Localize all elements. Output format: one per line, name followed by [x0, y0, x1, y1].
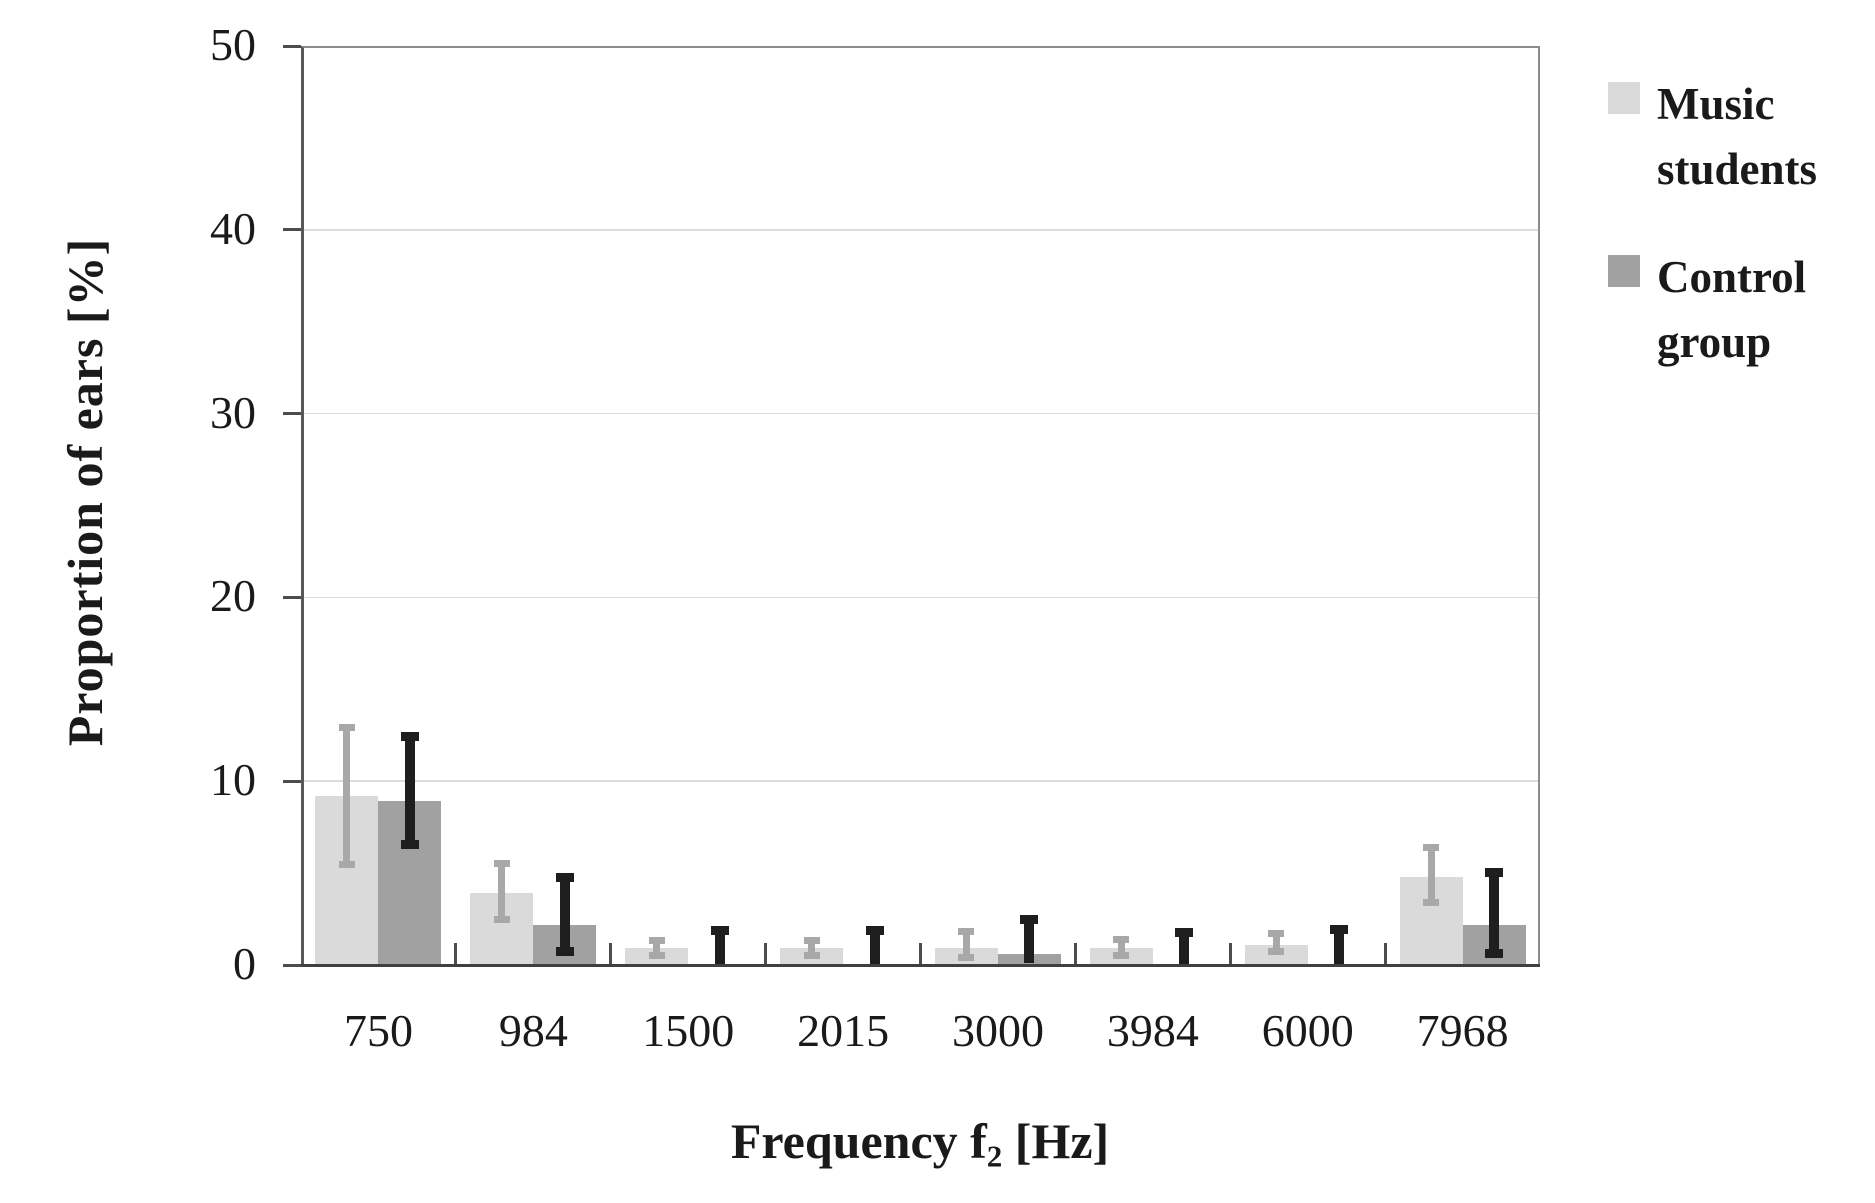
y-tick-label-10: 10	[210, 754, 256, 806]
error-bar-cap-top-2015	[865, 926, 884, 936]
error-bar-shaft-6000	[1272, 930, 1280, 955]
error-bar-shaft-3984	[1117, 935, 1125, 960]
y-tick-0	[283, 963, 301, 967]
error-bar-cap-bottom-3984	[1113, 952, 1130, 960]
y-tick-label-40: 40	[210, 202, 256, 254]
error-bar-cap-top-1500	[710, 926, 729, 936]
error-bar-cap-bottom-3000	[958, 954, 975, 962]
y-tick-40	[283, 228, 301, 232]
y-tick-label-50: 50	[210, 19, 256, 71]
error-bar-cap-top-984	[555, 873, 574, 883]
legend-label-music-students: Music students	[1657, 79, 1818, 195]
error-bar-cap-top-1500	[648, 937, 665, 945]
x-tick-label-3000: 3000	[951, 1005, 1044, 1056]
error-bar-cap-top-3000	[958, 928, 975, 936]
error-bar-shaft-984	[559, 873, 570, 956]
category-boundary-tick	[1228, 943, 1232, 965]
legend-entry-music-students: Music students	[1608, 72, 1868, 203]
error-bar-cap-top-6000	[1268, 930, 1285, 938]
x-tick-label-6000: 6000	[1261, 1005, 1354, 1056]
legend-entry-control-group: Control group	[1608, 245, 1868, 376]
error-bar-shaft-1500	[714, 926, 725, 965]
legend-swatch-music-students	[1608, 82, 1640, 114]
error-bar-shaft-7968	[1489, 867, 1500, 958]
error-bar-shaft-7968	[1427, 843, 1435, 907]
error-bar-cap-bottom-7968	[1485, 948, 1504, 958]
plot-frame	[301, 46, 1540, 965]
error-bar-cap-top-7968	[1485, 867, 1504, 877]
gridline-20	[301, 596, 1540, 599]
error-bar-shaft-750	[343, 724, 351, 868]
error-bar-cap-top-3000	[1020, 915, 1039, 925]
category-boundary-tick	[454, 943, 458, 965]
x-axis-line	[301, 963, 1540, 967]
x-axis-title-subscript: 2	[986, 1138, 1003, 1174]
x-tick-label-750: 750	[343, 1005, 413, 1056]
x-tick-label-7968: 7968	[1416, 1005, 1509, 1056]
error-bar-cap-bottom-2015	[803, 952, 820, 960]
category-boundary-tick	[764, 943, 768, 965]
y-tick-20	[283, 595, 301, 599]
x-axis-title: Frequency f2 [Hz]	[730, 1112, 1110, 1172]
error-bar-cap-top-7968	[1423, 843, 1440, 851]
y-tick-30	[283, 412, 301, 416]
category-boundary-tick	[1073, 943, 1077, 965]
error-bar-cap-top-750	[338, 724, 355, 732]
error-bar-cap-top-984	[493, 860, 510, 868]
error-bar-cap-bottom-750	[338, 860, 355, 868]
error-bar-cap-top-3984	[1175, 928, 1194, 938]
error-bar-cap-bottom-984	[555, 946, 574, 956]
error-bar-cap-top-2015	[803, 937, 820, 945]
error-bar-shaft-2015	[869, 926, 880, 965]
y-tick-label-20: 20	[210, 570, 256, 622]
error-bar-cap-bottom-984	[493, 915, 510, 923]
error-bar-shaft-3000	[962, 928, 970, 962]
x-tick-label-2015: 2015	[797, 1005, 890, 1056]
error-bar-cap-bottom-750	[400, 840, 419, 850]
error-bar-cap-top-6000	[1330, 924, 1349, 934]
x-axis-title-unit: [Hz]	[1002, 1113, 1110, 1169]
error-bar-cap-top-3984	[1113, 935, 1130, 943]
error-bar-shaft-2015	[808, 937, 816, 960]
category-boundary-tick	[609, 943, 613, 965]
gridline-30	[301, 412, 1540, 415]
error-bar-cap-top-750	[400, 731, 419, 741]
error-bar-shaft-1500	[653, 937, 661, 959]
category-boundary-tick	[1383, 943, 1387, 965]
error-bar-cap-bottom-1500	[648, 951, 665, 959]
error-bar-shaft-6000	[1334, 924, 1345, 965]
error-bar-cap-bottom-6000	[1268, 947, 1285, 955]
y-tick-label-30: 30	[210, 386, 256, 438]
error-bar-cap-bottom-7968	[1423, 899, 1440, 907]
y-tick-50	[283, 44, 301, 48]
legend-swatch-control-group	[1608, 254, 1640, 287]
y-tick-label-0: 0	[233, 938, 256, 990]
error-bar-shaft-984	[498, 860, 506, 923]
x-tick-label-3984: 3984	[1106, 1005, 1199, 1056]
category-boundary-tick	[919, 943, 922, 965]
error-bar-shaft-750	[404, 731, 415, 850]
gridline-40	[301, 229, 1540, 231]
y-tick-10	[283, 779, 301, 783]
x-tick-label-984: 984	[498, 1005, 568, 1056]
x-tick-label-1500: 1500	[642, 1005, 735, 1056]
error-bar-shaft-3984	[1179, 928, 1190, 965]
legend-label-control-group: Control group	[1657, 251, 1807, 367]
gridline-10	[301, 780, 1540, 782]
x-axis-title-text: Frequency f	[730, 1113, 987, 1169]
legend: Music students Control group	[1608, 72, 1868, 417]
error-bar-shaft-3000	[1024, 915, 1035, 964]
